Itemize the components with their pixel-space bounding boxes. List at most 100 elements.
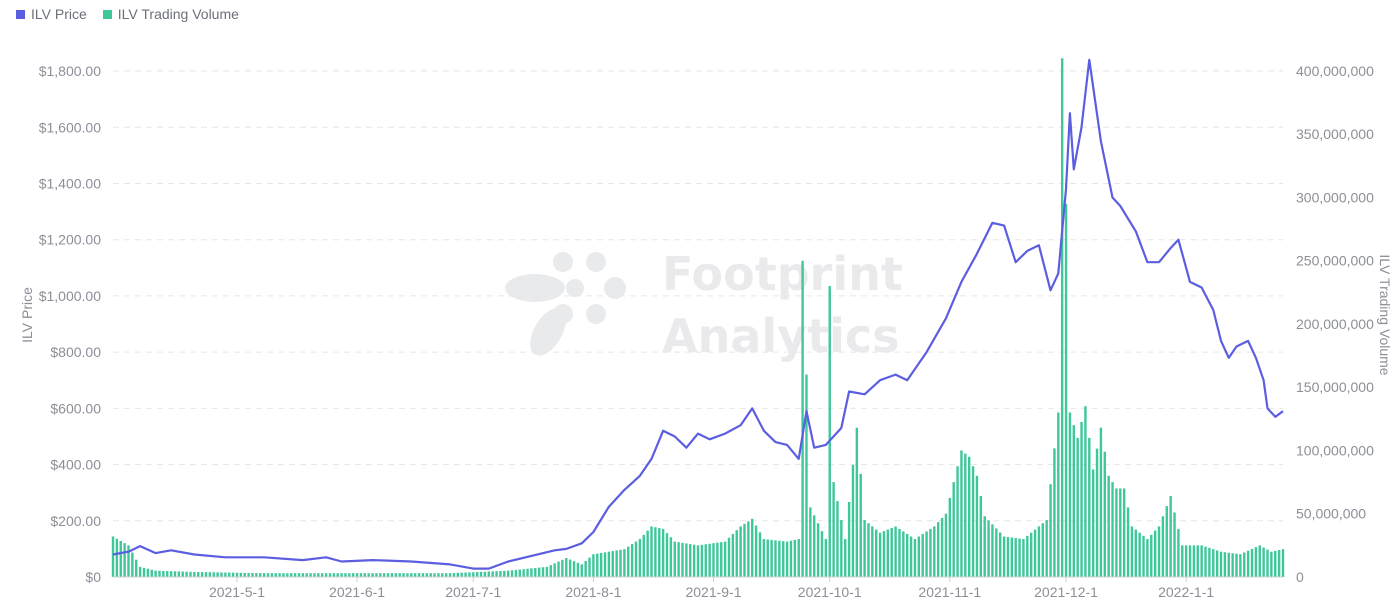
volume-bar bbox=[1243, 552, 1246, 577]
volume-bar bbox=[429, 573, 432, 577]
volume-bar bbox=[1281, 549, 1285, 577]
volume-bar bbox=[421, 573, 425, 577]
volume-bar bbox=[305, 573, 308, 577]
volume-bar bbox=[611, 551, 614, 577]
volume-bar bbox=[661, 528, 665, 577]
volume-bar bbox=[274, 573, 277, 577]
volume-bar bbox=[809, 507, 812, 577]
volume-bar bbox=[967, 456, 971, 577]
volume-bar bbox=[483, 571, 487, 577]
volume-bar bbox=[964, 453, 967, 577]
volume-bar bbox=[344, 573, 347, 577]
volume-bar bbox=[181, 571, 184, 577]
volume-bar bbox=[1049, 484, 1052, 577]
volume-bar bbox=[1277, 550, 1281, 577]
volume-bar bbox=[1177, 528, 1180, 577]
volume-bar bbox=[1204, 546, 1207, 577]
volume-bar bbox=[189, 571, 192, 577]
volume-bar bbox=[150, 569, 153, 577]
volume-bar bbox=[1033, 529, 1037, 577]
volume-bar bbox=[820, 531, 824, 577]
volume-bar bbox=[255, 573, 258, 577]
volume-bar bbox=[317, 573, 320, 577]
volume-bar bbox=[336, 573, 339, 577]
volume-bar bbox=[1041, 523, 1045, 577]
volume-bar bbox=[239, 572, 243, 577]
watermark-line1: Footprint bbox=[662, 247, 903, 301]
volume-bar bbox=[762, 539, 766, 577]
volume-bar bbox=[142, 567, 146, 577]
volume-bar bbox=[766, 539, 769, 577]
volume-bar bbox=[627, 546, 630, 577]
volume-bar bbox=[402, 573, 405, 577]
volume-bar bbox=[491, 571, 494, 577]
volume-bar bbox=[433, 573, 436, 577]
volume-bar bbox=[751, 518, 754, 577]
volume-bar bbox=[1022, 539, 1025, 577]
volume-bar bbox=[720, 542, 723, 577]
volume-bar bbox=[197, 572, 200, 577]
volume-bar bbox=[200, 572, 204, 577]
volume-bar bbox=[545, 566, 549, 577]
volume-bar bbox=[975, 475, 979, 577]
volume-bar bbox=[894, 526, 897, 577]
volume-bar bbox=[313, 573, 316, 577]
footprint-analytics-watermark: Footprint Analytics bbox=[505, 247, 903, 363]
volume-bar bbox=[619, 549, 622, 577]
volume-bar bbox=[1088, 437, 1091, 577]
volume-bar bbox=[154, 570, 157, 577]
volume-bar bbox=[537, 567, 541, 577]
volume-bar bbox=[576, 562, 580, 577]
volume-bar bbox=[506, 570, 510, 577]
volume-bar bbox=[712, 543, 715, 577]
volume-bar bbox=[785, 541, 789, 577]
volume-bar bbox=[677, 542, 680, 577]
volume-bar bbox=[1130, 526, 1134, 577]
volume-bar bbox=[398, 573, 401, 577]
legend-item-price[interactable]: ILV Price bbox=[16, 6, 87, 22]
y-right-tick-label: 0 bbox=[1296, 569, 1304, 585]
volume-bar bbox=[797, 539, 800, 577]
x-axis: 2021-5-1 2021-6-1 2021-7-1 2021-8-1 2021-9-1… bbox=[209, 577, 1214, 600]
volume-bar bbox=[987, 520, 990, 577]
volume-bar bbox=[727, 537, 731, 577]
volume-bar bbox=[1274, 550, 1277, 577]
price-swatch bbox=[16, 9, 25, 19]
volume-bar bbox=[944, 513, 948, 577]
volume-bar bbox=[658, 528, 661, 577]
volume-bar bbox=[452, 573, 456, 577]
volume-bar bbox=[805, 374, 808, 577]
volume-bar bbox=[836, 501, 839, 577]
volume-bar bbox=[406, 573, 409, 577]
volume-bar bbox=[1165, 506, 1168, 577]
volume-bar bbox=[603, 552, 607, 577]
volume-bar bbox=[1006, 537, 1010, 577]
volume-bar bbox=[1010, 537, 1014, 577]
volume-bar bbox=[363, 573, 367, 577]
volume-bar bbox=[1258, 545, 1261, 577]
volume-bar bbox=[231, 572, 235, 577]
volume-bar bbox=[468, 572, 471, 577]
footprint-logo-icon bbox=[505, 252, 626, 356]
volume-bar bbox=[731, 533, 735, 577]
volume-bar bbox=[251, 572, 254, 577]
volume-bar bbox=[355, 573, 359, 577]
volume-bar bbox=[259, 573, 262, 577]
volume-bar bbox=[634, 541, 638, 577]
volume-bar bbox=[1126, 507, 1130, 577]
volume-bar bbox=[1161, 516, 1165, 577]
volume-bar bbox=[386, 573, 390, 577]
volume-bar bbox=[685, 543, 688, 577]
volume-bar bbox=[669, 537, 673, 577]
volume-bar bbox=[708, 543, 711, 577]
volume-bar bbox=[228, 572, 231, 577]
volume-bar bbox=[1138, 532, 1141, 577]
volume-bar bbox=[351, 573, 355, 577]
volume-bar bbox=[789, 540, 793, 577]
volume-bar bbox=[340, 573, 343, 577]
volume-bar bbox=[847, 501, 851, 577]
y-left-tick-label: $400.00 bbox=[50, 457, 101, 473]
volume-bar bbox=[135, 559, 138, 577]
legend-item-volume[interactable]: ILV Trading Volume bbox=[102, 6, 239, 22]
y-right-tick-label: 400,000,000 bbox=[1296, 63, 1374, 79]
